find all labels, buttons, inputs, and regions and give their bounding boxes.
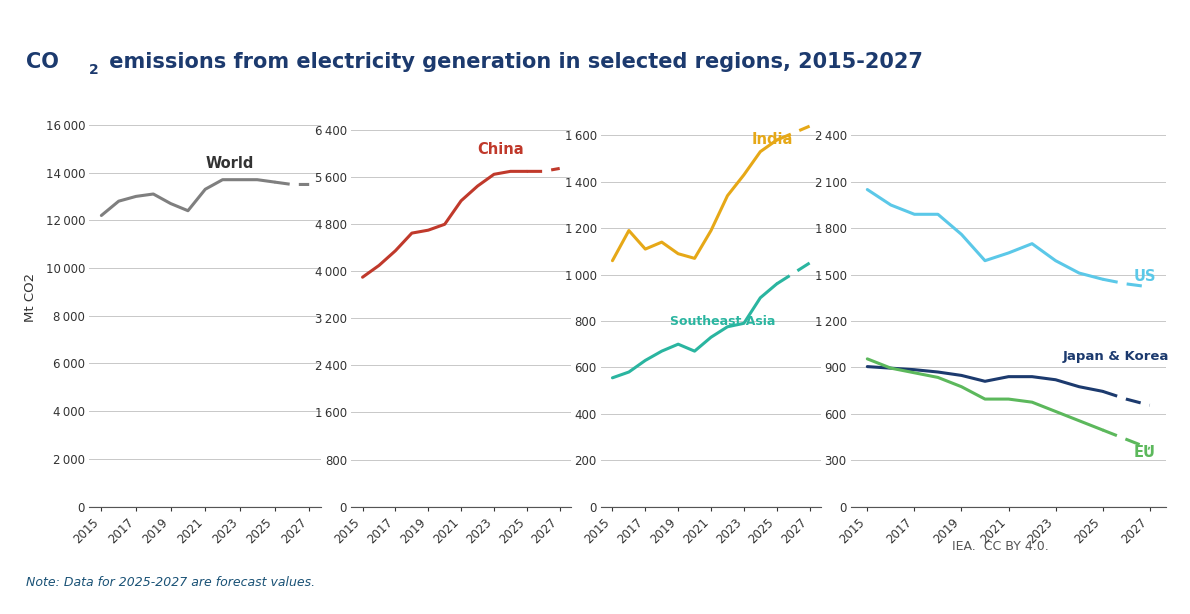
Text: Note: Data for 2025-2027 are forecast values.: Note: Data for 2025-2027 are forecast va… <box>26 577 315 589</box>
Text: India: India <box>752 132 794 147</box>
Text: Southeast Asia: Southeast Asia <box>670 315 776 328</box>
Text: US: US <box>1133 269 1155 284</box>
Text: CO: CO <box>26 52 60 72</box>
Y-axis label: Mt CO2: Mt CO2 <box>24 273 37 322</box>
Text: China: China <box>477 142 524 157</box>
Text: IEA.  CC BY 4.0.: IEA. CC BY 4.0. <box>952 540 1048 553</box>
Text: Japan & Korea: Japan & Korea <box>1063 350 1169 363</box>
Text: 2: 2 <box>89 63 99 77</box>
Text: EU: EU <box>1133 445 1155 460</box>
Text: World: World <box>205 157 253 171</box>
Text: emissions from electricity generation in selected regions, 2015-2027: emissions from electricity generation in… <box>102 52 923 72</box>
